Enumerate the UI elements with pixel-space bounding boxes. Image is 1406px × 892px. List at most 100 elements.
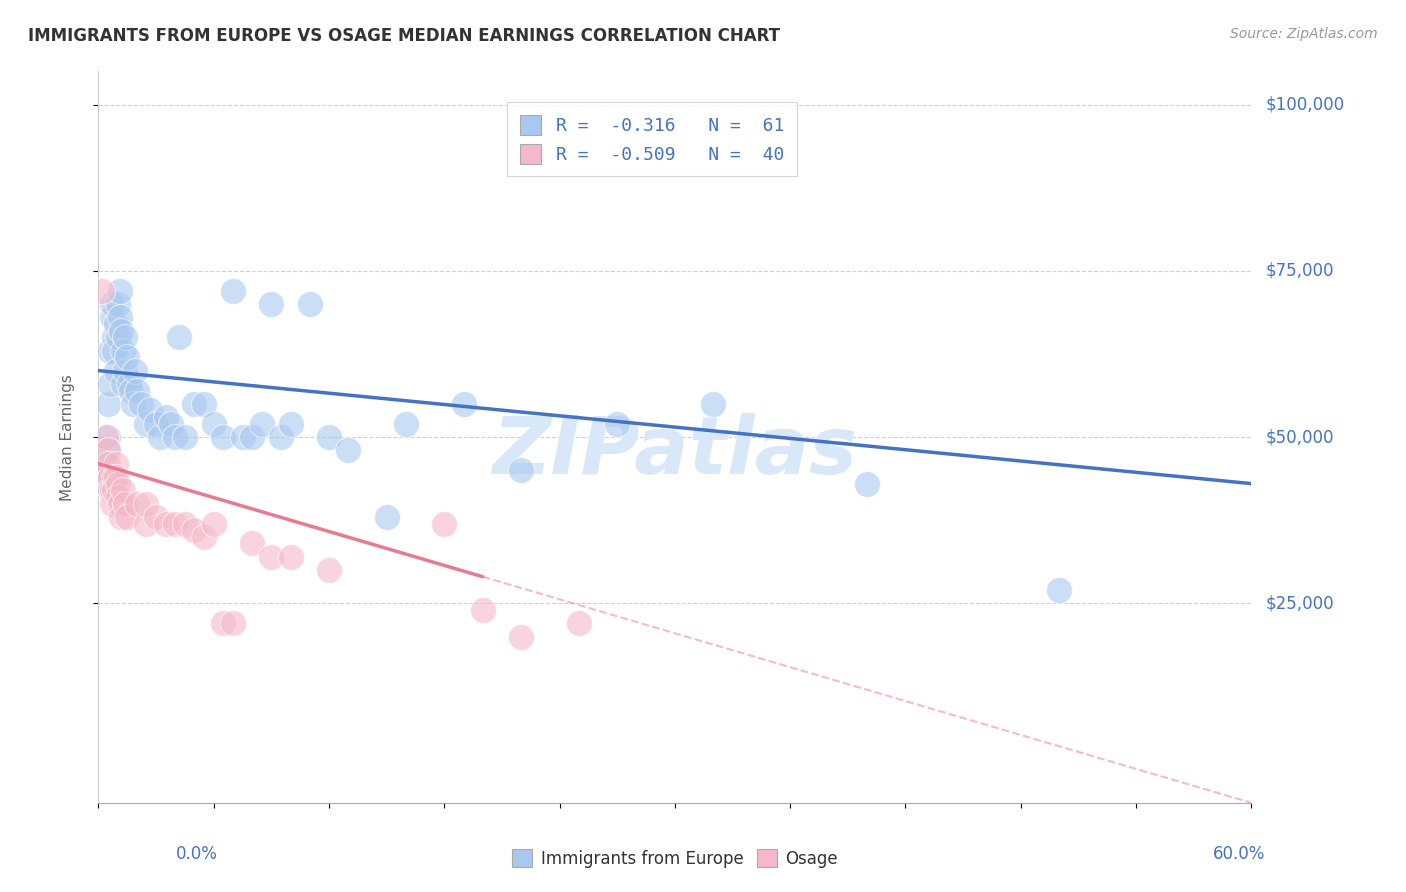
Point bbox=[104, 470, 127, 484]
Point bbox=[202, 516, 225, 531]
Point bbox=[270, 430, 292, 444]
Point bbox=[112, 483, 135, 498]
Point bbox=[107, 476, 129, 491]
Point bbox=[114, 497, 136, 511]
Point bbox=[212, 616, 235, 631]
Point bbox=[298, 297, 321, 311]
Point bbox=[250, 417, 273, 431]
Point bbox=[193, 530, 215, 544]
Text: $75,000: $75,000 bbox=[1265, 262, 1334, 280]
Point bbox=[97, 430, 120, 444]
Point bbox=[183, 397, 205, 411]
Point bbox=[101, 297, 124, 311]
Point bbox=[160, 417, 183, 431]
Point bbox=[193, 397, 215, 411]
Text: 0.0%: 0.0% bbox=[176, 846, 218, 863]
Point bbox=[260, 549, 283, 564]
Point bbox=[97, 443, 120, 458]
Point bbox=[135, 417, 157, 431]
Point bbox=[93, 457, 115, 471]
Point bbox=[183, 523, 205, 537]
Point bbox=[606, 417, 628, 431]
Point bbox=[453, 397, 475, 411]
Point bbox=[98, 470, 121, 484]
Point bbox=[107, 490, 129, 504]
Point bbox=[155, 410, 177, 425]
Text: IMMIGRANTS FROM EUROPE VS OSAGE MEDIAN EARNINGS CORRELATION CHART: IMMIGRANTS FROM EUROPE VS OSAGE MEDIAN E… bbox=[28, 27, 780, 45]
Point bbox=[222, 616, 245, 631]
Point bbox=[101, 483, 124, 498]
Point bbox=[318, 563, 340, 577]
Point bbox=[568, 616, 591, 631]
Point bbox=[174, 430, 197, 444]
Point bbox=[108, 497, 131, 511]
Point bbox=[117, 351, 139, 365]
Point bbox=[202, 417, 225, 431]
Point bbox=[97, 457, 120, 471]
Point bbox=[510, 463, 533, 477]
Text: $50,000: $50,000 bbox=[1265, 428, 1334, 446]
Point bbox=[104, 363, 127, 377]
Point bbox=[108, 284, 131, 298]
Point bbox=[101, 497, 124, 511]
Point bbox=[107, 330, 129, 344]
Point bbox=[222, 284, 245, 298]
Point bbox=[145, 417, 167, 431]
Point bbox=[240, 430, 263, 444]
Point bbox=[167, 330, 190, 344]
Point bbox=[375, 509, 398, 524]
Point bbox=[125, 497, 148, 511]
Text: $100,000: $100,000 bbox=[1265, 95, 1344, 113]
Point bbox=[124, 363, 146, 377]
Text: ZIPatlas: ZIPatlas bbox=[492, 413, 858, 491]
Point bbox=[856, 476, 879, 491]
Point bbox=[149, 430, 172, 444]
Point bbox=[117, 509, 139, 524]
Point bbox=[94, 476, 117, 491]
Point bbox=[114, 330, 136, 344]
Point bbox=[104, 457, 127, 471]
Point bbox=[122, 397, 145, 411]
Point bbox=[155, 516, 177, 531]
Point bbox=[98, 483, 121, 498]
Point bbox=[120, 384, 142, 398]
Point bbox=[114, 363, 136, 377]
Text: Source: ZipAtlas.com: Source: ZipAtlas.com bbox=[1230, 27, 1378, 41]
Point bbox=[212, 430, 235, 444]
Point bbox=[103, 330, 125, 344]
Point bbox=[101, 310, 124, 325]
Point bbox=[174, 516, 197, 531]
Point bbox=[135, 497, 157, 511]
Point bbox=[318, 430, 340, 444]
Point bbox=[135, 516, 157, 531]
Point bbox=[108, 310, 131, 325]
Point bbox=[145, 509, 167, 524]
Point bbox=[110, 509, 132, 524]
Point bbox=[103, 483, 125, 498]
Point bbox=[231, 430, 254, 444]
Point bbox=[107, 297, 129, 311]
Point bbox=[110, 324, 132, 338]
Point bbox=[510, 630, 533, 644]
Point bbox=[103, 470, 125, 484]
Point bbox=[125, 384, 148, 398]
Point bbox=[112, 376, 135, 391]
Legend: Immigrants from Europe, Osage: Immigrants from Europe, Osage bbox=[512, 849, 838, 868]
Y-axis label: Median Earnings: Median Earnings bbox=[60, 374, 75, 500]
Text: $25,000: $25,000 bbox=[1265, 594, 1334, 612]
Point bbox=[94, 430, 117, 444]
Point bbox=[260, 297, 283, 311]
Point bbox=[471, 603, 494, 617]
Point bbox=[91, 470, 114, 484]
Point bbox=[139, 403, 162, 417]
Point bbox=[395, 417, 418, 431]
Point bbox=[103, 343, 125, 358]
Point bbox=[97, 443, 120, 458]
Point bbox=[104, 317, 127, 331]
Point bbox=[97, 397, 120, 411]
Point bbox=[337, 443, 360, 458]
Point bbox=[702, 397, 724, 411]
Point bbox=[280, 417, 302, 431]
Point bbox=[98, 376, 121, 391]
Point bbox=[112, 343, 135, 358]
